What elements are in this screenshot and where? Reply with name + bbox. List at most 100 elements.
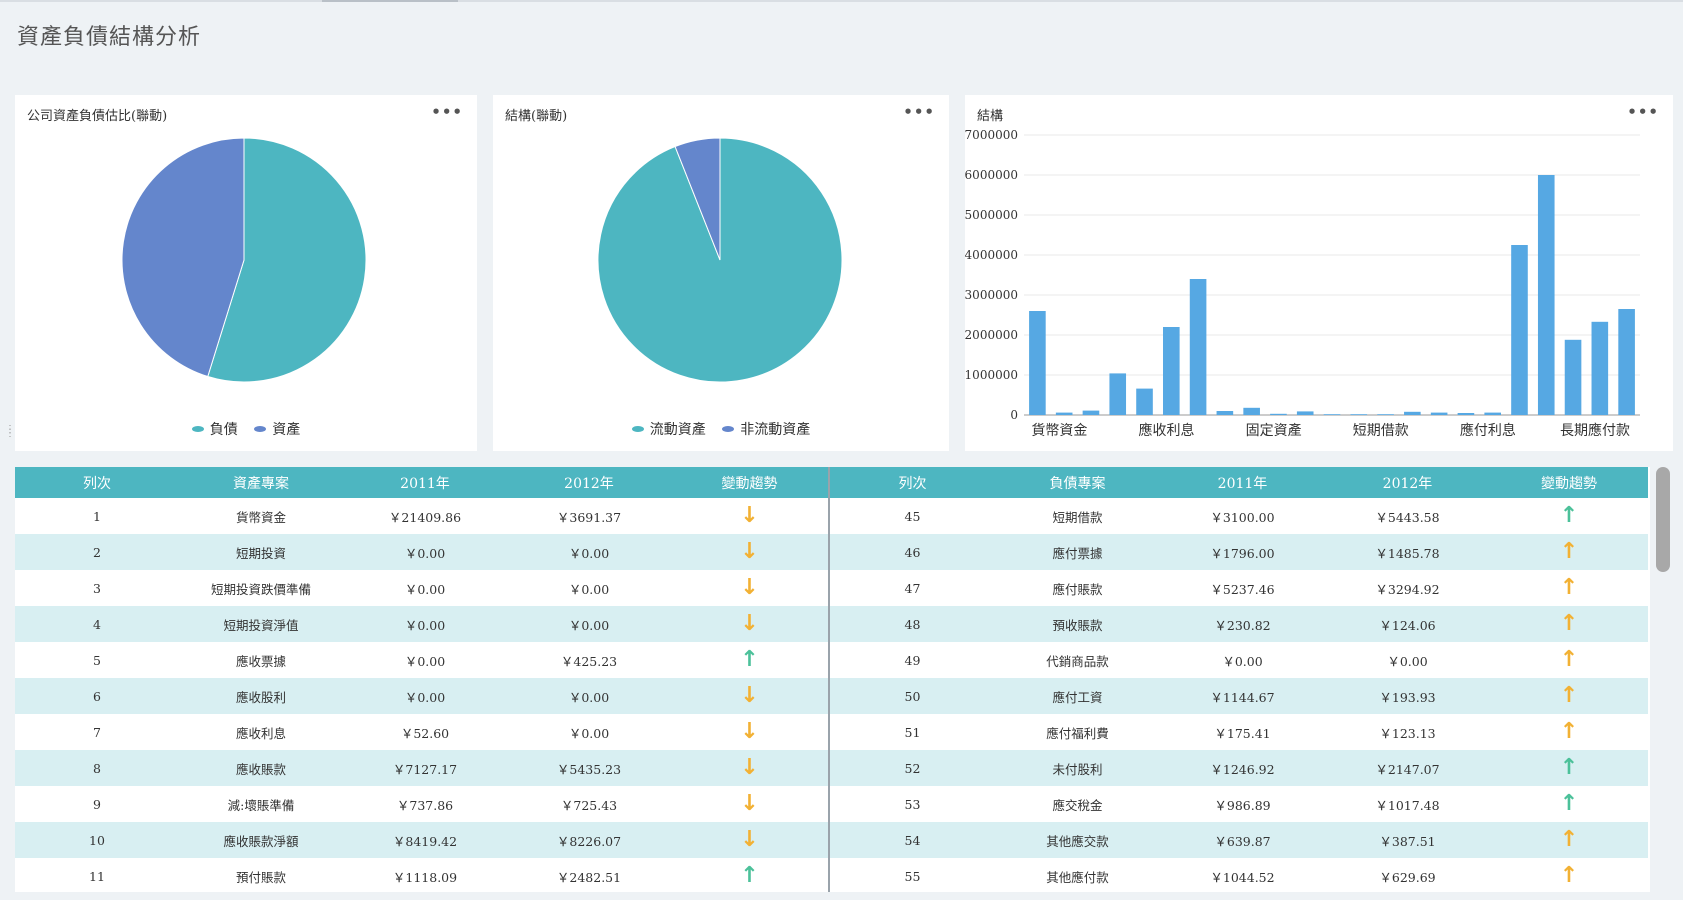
bar-11[interactable] (1296, 411, 1314, 415)
scrollbar-thumb[interactable] (1656, 467, 1670, 572)
pie-slice-2[interactable] (121, 137, 245, 378)
cell-no: 7 (93, 724, 101, 740)
table-row[interactable]: 51 應付福利費 ￥175.41 ￥123.13 ↑ (830, 714, 1648, 750)
bar-7[interactable] (1189, 279, 1207, 415)
bar-21[interactable] (1564, 339, 1582, 415)
arrow-down-icon: ↓ (740, 755, 759, 780)
bar-3[interactable] (1082, 410, 1100, 415)
table-divider (828, 467, 830, 892)
cell-y2012: ￥3294.92 (1375, 581, 1440, 597)
cell-trend: ↓ (671, 822, 828, 858)
active-tab-indicator[interactable] (322, 0, 458, 2)
table-row[interactable]: 50 應付工資 ￥1144.67 ￥193.93 ↑ (830, 678, 1648, 714)
bar-2[interactable] (1055, 412, 1073, 415)
bar-8[interactable] (1216, 411, 1234, 415)
cell-item: 應收賬款淨額 (179, 822, 343, 858)
legend-swatch (254, 426, 267, 432)
column-header[interactable]: 變動趨勢 (1490, 467, 1648, 498)
table-row[interactable]: 55 其他應付款 ￥1044.52 ￥629.69 ↑ (830, 858, 1648, 892)
bar-chart[interactable]: 0 1000000 2000000 3000000 4000000 5000000 6000… (965, 95, 1673, 451)
table-row[interactable]: 46 應付票據 ￥1796.00 ￥1485.78 ↑ (830, 534, 1648, 570)
column-header[interactable]: 2011年 (343, 467, 507, 498)
more-dots-icon[interactable]: ••• (903, 103, 935, 121)
bar-13[interactable] (1350, 414, 1368, 415)
cell-no: 49 (904, 652, 921, 668)
pie-slice-1[interactable] (207, 137, 367, 383)
bar-6[interactable] (1163, 327, 1180, 415)
legend-item-noncurrent-assets[interactable]: 非流動資產 (722, 419, 810, 439)
cell-y2011: ￥5237.46 (1210, 581, 1275, 597)
bar-1[interactable] (1029, 311, 1046, 415)
table-row[interactable]: 7 應收利息 ￥52.60 ￥0.00 ↓ (15, 714, 828, 750)
table-row[interactable]: 10 應收賬款淨額 ￥8419.42 ￥8226.07 ↓ (15, 822, 828, 858)
table-row[interactable]: 1 貨幣資金 ￥21409.86 ￥3691.37 ↓ (15, 498, 828, 534)
legend-label: 資產 (272, 422, 301, 438)
table-row[interactable]: 53 應交稅金 ￥986.89 ￥1017.48 ↑ (830, 786, 1648, 822)
bar-22[interactable] (1591, 321, 1609, 415)
cell-y2012: ￥193.93 (1325, 678, 1490, 714)
cell-no: 45 (904, 508, 921, 524)
table-row[interactable]: 2 短期投資 ￥0.00 ￥0.00 ↓ (15, 534, 828, 570)
table-row[interactable]: 3 短期投資跌價準備 ￥0.00 ￥0.00 ↓ (15, 570, 828, 606)
column-header[interactable]: 2012年 (507, 467, 671, 498)
cell-trend: ↓ (671, 714, 828, 750)
table-row[interactable]: 45 短期借款 ￥3100.00 ￥5443.58 ↑ (830, 498, 1648, 534)
vertical-scrollbar[interactable] (1656, 467, 1670, 892)
y-tick-label: 4000000 (965, 248, 1018, 262)
cell-no: 52 (830, 750, 995, 786)
more-dots-icon[interactable]: ••• (1627, 103, 1659, 121)
cell-trend: ↓ (671, 534, 828, 570)
legend-item-asset[interactable]: 資產 (254, 419, 300, 439)
arrow-down-icon: ↓ (740, 575, 759, 600)
more-dots-icon[interactable]: ••• (431, 103, 463, 121)
bar-12[interactable] (1323, 414, 1341, 415)
column-header[interactable]: 列次 (15, 467, 179, 498)
table-row[interactable]: 9 減:壞賬準備 ￥737.86 ￥725.43 ↓ (15, 786, 828, 822)
drag-handle-icon[interactable]: ⋮ ⋮ (5, 424, 15, 439)
bar-20[interactable] (1537, 175, 1555, 415)
cell-y2011: ￥3100.00 (1210, 509, 1275, 525)
table-row[interactable]: 47 應付賬款 ￥5237.46 ￥3294.92 ↑ (830, 570, 1648, 606)
cell-y2012: ￥0.00 (507, 678, 671, 714)
bar-card-structure: 結構 ••• 0 1000000 2000000 3000000 4000000 5000… (965, 95, 1673, 451)
column-header[interactable]: 負債專案 (995, 467, 1160, 498)
column-header[interactable]: 2011年 (1160, 467, 1325, 498)
table-row[interactable]: 48 預收賬款 ￥230.82 ￥124.06 ↑ (830, 606, 1648, 642)
cell-y2011: ￥0.00 (343, 678, 507, 714)
column-header[interactable]: 2012年 (1325, 467, 1490, 498)
cell-y2011: ￥21409.86 (388, 509, 462, 525)
pie-chart[interactable] (15, 95, 477, 415)
bar-4[interactable] (1109, 373, 1127, 415)
bar-18[interactable] (1484, 412, 1501, 415)
bar-10[interactable] (1270, 413, 1287, 415)
column-header[interactable]: 列次 (830, 467, 995, 498)
x-tick-label: 貨幣資金 (1031, 422, 1087, 439)
bar-19[interactable] (1511, 245, 1528, 415)
column-header[interactable]: 資產專案 (179, 467, 343, 498)
table-row[interactable]: 52 未付股利 ￥1246.92 ￥2147.07 ↑ (830, 750, 1648, 786)
table-row[interactable]: 5 應收票據 ￥0.00 ￥425.23 ↑ (15, 642, 828, 678)
pie-slice-2[interactable] (674, 137, 721, 261)
pie-chart[interactable] (493, 95, 949, 415)
table-row[interactable]: 54 其他應交款 ￥639.87 ￥387.51 ↑ (830, 822, 1648, 858)
table-row[interactable]: 6 應收股利 ￥0.00 ￥0.00 ↓ (15, 678, 828, 714)
cell-trend: ↓ (671, 498, 828, 534)
cell-no: 3 (93, 580, 101, 596)
table-row[interactable]: 11 預付賬款 ￥1118.09 ￥2482.51 ↑ (15, 858, 828, 892)
bar-16[interactable] (1430, 412, 1448, 415)
bar-5[interactable] (1136, 388, 1153, 415)
column-header[interactable]: 變動趨勢 (671, 467, 828, 498)
legend-item-liability[interactable]: 負債 (191, 419, 238, 439)
cell-no: 6 (15, 678, 179, 714)
bar-9[interactable] (1243, 407, 1260, 415)
bar-17[interactable] (1457, 413, 1475, 415)
bar-15[interactable] (1404, 411, 1421, 415)
bar-23[interactable] (1618, 309, 1635, 415)
table-row[interactable]: 49 代銷商品款 ￥0.00 ￥0.00 ↑ (830, 642, 1648, 678)
table-row[interactable]: 8 應收賬款 ￥7127.17 ￥5435.23 ↓ (15, 750, 828, 786)
bar-14[interactable] (1377, 414, 1394, 415)
table-row[interactable]: 4 短期投資淨值 ￥0.00 ￥0.00 ↓ (15, 606, 828, 642)
card-title: 公司資產負債估比(聯動) (27, 109, 168, 124)
cell-y2012: ￥123.13 (1379, 725, 1436, 741)
legend-item-current-assets[interactable]: 流動資產 (631, 419, 706, 439)
